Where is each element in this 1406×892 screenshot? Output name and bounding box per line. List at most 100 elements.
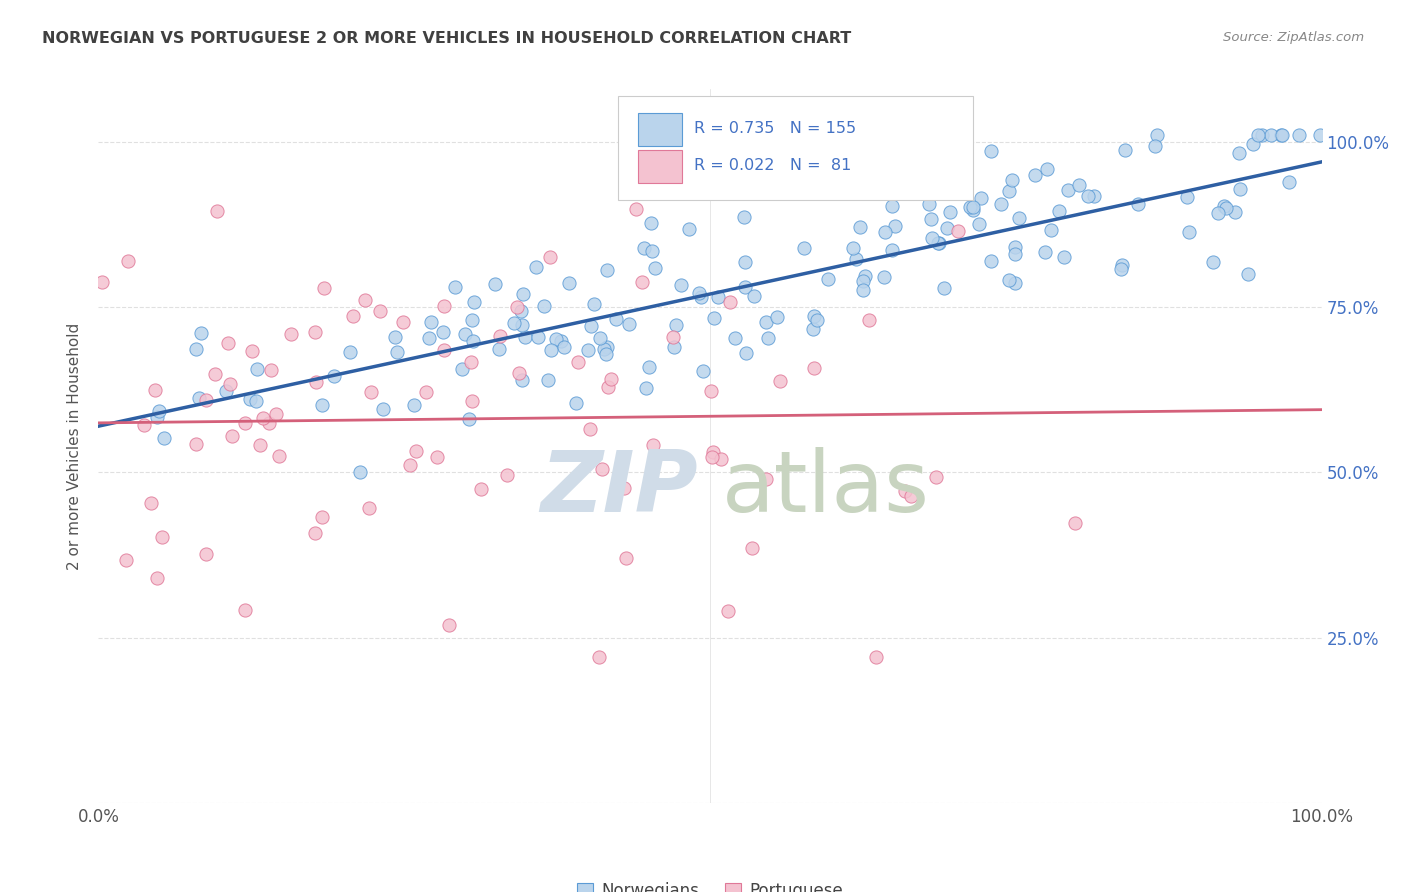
- Point: [215, 384, 238, 399]
- Point: [938, 205, 960, 219]
- Point: [558, 277, 581, 291]
- Point: [858, 313, 880, 327]
- Point: [755, 472, 778, 486]
- Point: [460, 355, 482, 369]
- Point: [692, 364, 714, 378]
- Point: [848, 220, 870, 235]
- Point: [510, 303, 533, 318]
- FancyBboxPatch shape: [638, 112, 682, 145]
- Point: [461, 394, 484, 409]
- Point: [458, 412, 481, 426]
- Point: [702, 445, 724, 459]
- Point: [387, 344, 409, 359]
- Point: [143, 384, 166, 398]
- Point: [637, 359, 659, 374]
- Point: [969, 190, 991, 204]
- Point: [1004, 240, 1026, 254]
- Point: [707, 290, 730, 304]
- Point: [803, 309, 825, 323]
- Point: [665, 318, 688, 333]
- Point: [875, 225, 897, 239]
- Point: [1206, 206, 1229, 220]
- Point: [852, 283, 875, 297]
- Point: [252, 411, 274, 425]
- Point: [249, 438, 271, 452]
- Point: [357, 500, 380, 515]
- Point: [576, 343, 599, 358]
- Point: [936, 221, 959, 235]
- Point: [872, 269, 894, 284]
- Point: [1053, 250, 1076, 264]
- Point: [600, 372, 623, 386]
- Point: [280, 326, 302, 341]
- Point: [132, 418, 155, 433]
- Point: [641, 244, 664, 258]
- Text: Source: ZipAtlas.com: Source: ZipAtlas.com: [1223, 31, 1364, 45]
- Point: [426, 450, 449, 464]
- Point: [614, 551, 637, 566]
- Point: [756, 331, 779, 345]
- Point: [678, 222, 700, 236]
- Point: [402, 398, 425, 412]
- Point: [512, 287, 534, 301]
- Point: [716, 604, 738, 618]
- Point: [194, 392, 217, 407]
- Point: [932, 281, 955, 295]
- Point: [269, 449, 291, 463]
- Point: [734, 255, 756, 269]
- Legend: Norwegians, Portuguese: Norwegians, Portuguese: [569, 875, 851, 892]
- Point: [1126, 196, 1149, 211]
- Point: [567, 355, 589, 369]
- Point: [1215, 201, 1237, 215]
- Point: [1288, 128, 1310, 143]
- Point: [688, 286, 710, 301]
- Point: [90, 275, 112, 289]
- Point: [769, 374, 792, 388]
- Point: [488, 329, 510, 343]
- Point: [1109, 262, 1132, 277]
- Point: [1004, 276, 1026, 290]
- Point: [644, 260, 666, 275]
- Text: NORWEGIAN VS PORTUGUESE 2 OR MORE VEHICLES IN HOUSEHOLD CORRELATION CHART: NORWEGIAN VS PORTUGUESE 2 OR MORE VEHICL…: [42, 31, 852, 46]
- Point: [766, 310, 789, 325]
- Point: [146, 409, 169, 424]
- Point: [591, 462, 613, 476]
- Point: [339, 344, 361, 359]
- Point: [240, 343, 263, 358]
- Point: [1270, 128, 1292, 143]
- Point: [742, 289, 765, 303]
- Point: [959, 200, 981, 214]
- Point: [1001, 173, 1024, 187]
- Point: [444, 280, 467, 294]
- Point: [550, 334, 572, 348]
- Point: [921, 231, 943, 245]
- Point: [998, 184, 1021, 198]
- Point: [418, 331, 440, 345]
- Point: [399, 458, 422, 473]
- Point: [1247, 128, 1270, 143]
- Point: [384, 330, 406, 344]
- Text: atlas: atlas: [723, 447, 931, 531]
- Point: [508, 366, 530, 380]
- Point: [852, 274, 875, 288]
- Point: [734, 280, 756, 294]
- Point: [311, 509, 333, 524]
- Point: [1213, 199, 1236, 213]
- Point: [918, 196, 941, 211]
- Point: [368, 304, 391, 318]
- Point: [948, 224, 970, 238]
- Point: [997, 273, 1019, 287]
- Point: [1083, 189, 1105, 203]
- Point: [194, 548, 217, 562]
- Point: [546, 332, 568, 346]
- Point: [148, 404, 170, 418]
- Point: [153, 431, 176, 445]
- Point: [510, 318, 533, 332]
- Point: [184, 437, 207, 451]
- Point: [204, 367, 226, 381]
- Point: [488, 342, 510, 356]
- Point: [496, 468, 519, 483]
- Point: [540, 343, 562, 357]
- Point: [432, 325, 454, 339]
- Point: [218, 377, 240, 392]
